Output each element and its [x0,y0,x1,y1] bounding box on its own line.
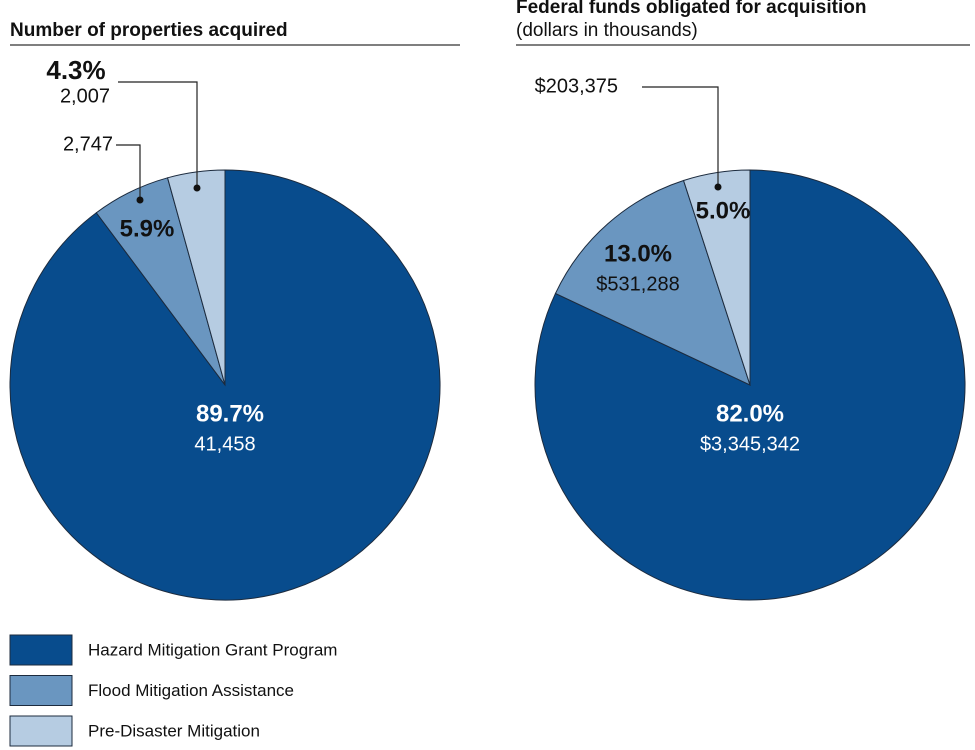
percent-label: 5.9% [120,215,175,242]
chart-subtitle: (dollars in thousands) [516,20,698,41]
percent-label: 82.0% [716,400,784,427]
legend-swatch [9,715,73,747]
legend-label: Hazard Mitigation Grant Program [88,640,337,659]
amount-label: 2,747 [63,133,113,155]
chart-title: Number of properties acquired [10,20,288,41]
legend-swatch [9,675,73,706]
legend-label: Pre-Disaster Mitigation [88,721,260,740]
pie-slice [554,179,751,386]
percent-label: 89.7% [196,400,264,427]
pie-slice [682,169,751,386]
percent-label: 13.0% [604,240,672,267]
amount-label: 2,007 [60,85,110,107]
pie-slice [166,169,226,386]
amount-label: $203,375 [535,75,618,97]
leader-line [642,86,719,187]
leader-dot [714,183,722,191]
leader-line [118,81,198,188]
amount-label: $531,288 [596,273,679,295]
chart-title: Federal funds obligated for acquisition [516,0,866,18]
percent-label: 4.3% [46,55,105,85]
leader-line [116,144,141,200]
amount-label: 41,458 [194,433,255,455]
leader-dot [136,196,144,204]
amount-label: $3,345,342 [700,433,800,455]
pie-slice [534,169,966,601]
legend-label: Flood Mitigation Assistance [88,681,294,700]
legend-swatch [9,634,73,666]
percent-label: 5.0% [696,197,751,224]
leader-dot [193,184,201,192]
